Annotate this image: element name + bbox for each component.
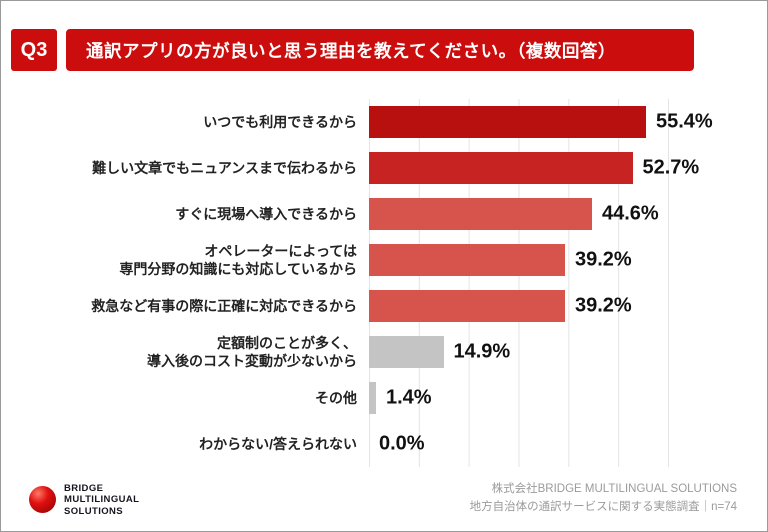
category-label: 定額制のことが多く、 導入後のコスト変動が少ないから: [147, 334, 357, 369]
chart-row: 救急など有事の際に正確に対応できるから 39.2%: [9, 283, 767, 329]
bar-track: 14.9%: [369, 329, 669, 375]
logo-wordmark: BRIDGE MULTILINGUAL SOLUTIONS: [64, 483, 139, 517]
value-label: 0.0%: [379, 432, 425, 455]
source-survey: 地方自治体の通訳サービスに関する実態調査｜n=74: [469, 501, 737, 514]
bar-track: 39.2%: [369, 283, 669, 329]
bar: [369, 106, 646, 138]
bar-track: 44.6%: [369, 191, 669, 237]
bar: [369, 152, 633, 184]
bar-track: 39.2%: [369, 237, 669, 283]
value-label: 39.2%: [575, 248, 632, 271]
question-number-badge: Q3: [11, 29, 57, 71]
bar: [369, 382, 376, 414]
bar: [369, 336, 444, 368]
logo-line: MULTILINGUAL: [64, 494, 140, 506]
value-label: 1.4%: [386, 386, 432, 409]
chart-row: 定額制のことが多く、 導入後のコスト変動が少ないから 14.9%: [9, 329, 767, 375]
value-label: 14.9%: [453, 340, 511, 363]
company-logo: BRIDGE MULTILINGUAL SOLUTIONS: [29, 483, 139, 517]
value-label: 52.7%: [642, 156, 700, 179]
category-label: すぐに現場へ導入できるから: [175, 205, 357, 222]
logo-sphere-icon: [29, 486, 56, 514]
bar: [369, 198, 592, 230]
category-label: オペレーターによっては 専門分野の知識にも対応しているから: [119, 242, 357, 277]
category-label: その他: [315, 389, 357, 406]
header: Q3 通訳アプリの方が良いと思う理由を教えてください。（複数回答）: [1, 1, 767, 71]
category-label: わからない/答えられない: [199, 435, 357, 452]
value-label: 39.2%: [575, 294, 632, 317]
value-label: 44.6%: [602, 202, 659, 225]
footer: BRIDGE MULTILINGUAL SOLUTIONS 株式会社BRIDGE…: [1, 481, 767, 517]
source-attribution: 株式会社BRIDGE MULTILINGUAL SOLUTIONS 地方自治体の…: [470, 481, 737, 517]
chart-row: その他 1.4%: [9, 375, 767, 421]
chart-rows: いつでも利用できるから 55.4% 難しい文章でもニュアンスまで伝わるから 52…: [9, 99, 767, 467]
value-label: 55.4%: [656, 110, 713, 133]
logo-line: BRIDGE: [64, 482, 104, 494]
chart-row: 難しい文章でもニュアンスまで伝わるから 52.7%: [9, 145, 767, 191]
chart-row: オペレーターによっては 専門分野の知識にも対応しているから 39.2%: [9, 237, 767, 283]
category-label: 救急など有事の際に正確に対応できるから: [91, 297, 357, 314]
chart-row: いつでも利用できるから 55.4%: [9, 99, 767, 145]
bar-chart: いつでも利用できるから 55.4% 難しい文章でもニュアンスまで伝わるから 52…: [1, 99, 767, 467]
bar-track: 1.4%: [369, 375, 669, 421]
bar: [369, 290, 565, 322]
category-label: いつでも利用できるから: [203, 113, 357, 130]
category-label: 難しい文章でもニュアンスまで伝わるから: [92, 159, 357, 176]
chart-row: すぐに現場へ導入できるから 44.6%: [9, 191, 767, 237]
bar-track: 0.0%: [369, 421, 669, 467]
source-company: 株式会社BRIDGE MULTILINGUAL SOLUTIONS: [491, 483, 737, 496]
bar: [369, 244, 565, 276]
bar-track: 55.4%: [369, 99, 713, 145]
question-title-banner: 通訳アプリの方が良いと思う理由を教えてください。（複数回答）: [66, 29, 694, 71]
logo-line: SOLUTIONS: [64, 505, 124, 517]
bar-track: 52.7%: [369, 145, 699, 191]
chart-row: わからない/答えられない 0.0%: [9, 421, 767, 467]
